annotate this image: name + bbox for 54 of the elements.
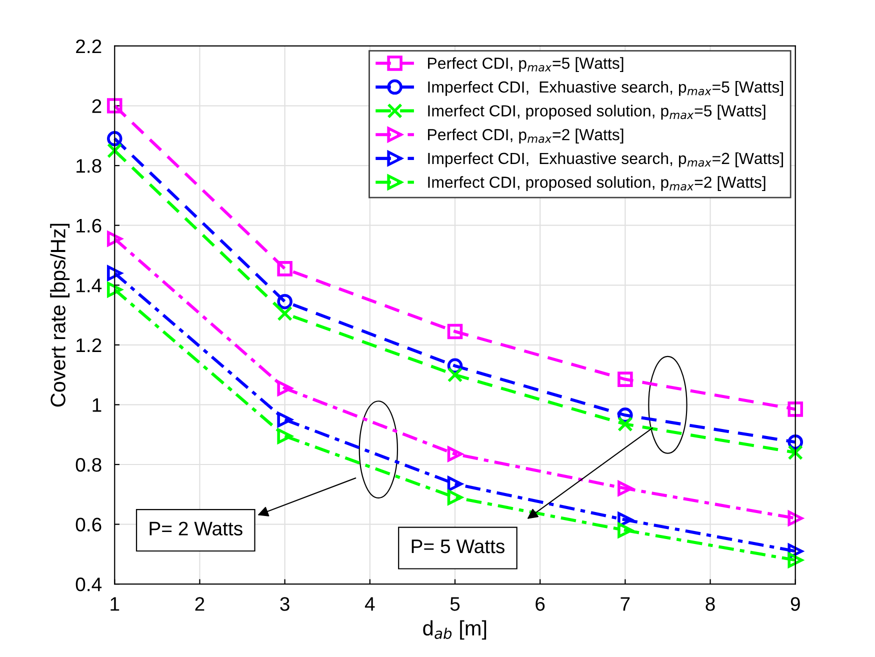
point <box>277 306 292 322</box>
point <box>618 372 633 387</box>
y-tick-label: 1.4 <box>76 278 102 292</box>
point <box>106 231 122 246</box>
point <box>277 380 292 396</box>
point <box>788 402 804 417</box>
point <box>447 324 463 340</box>
x-tick-label: 6 <box>536 597 545 611</box>
y-tick-label: 0.6 <box>76 518 102 532</box>
point <box>106 282 122 298</box>
point <box>106 98 122 114</box>
point <box>106 142 122 158</box>
y-tick-label: 1 <box>92 398 102 412</box>
legend-label: Imerfect CDI, proposed solution, p$_{max}$=5 [Watts] <box>428 104 766 120</box>
legend-label: Imerfect CDI, proposed solution, p$_{max}$=2 [Watts] <box>428 176 766 192</box>
legend-label: Imperfect CDI, Exhuastive search, p$_{max}$=5 [Watts] <box>428 80 783 96</box>
x-tick-label: 3 <box>280 597 290 611</box>
x-tick-label: 4 <box>364 597 375 611</box>
point <box>788 552 804 568</box>
y-tick-label: 0.4 <box>76 578 102 592</box>
y-axis-title: Covert rate [bps/Hz] <box>50 224 70 407</box>
point <box>447 476 463 492</box>
x-tick-label: 9 <box>790 597 800 611</box>
y-tick-label: 2 <box>92 99 102 113</box>
legend-label: Perfect CDI, p$_{max}$=2 [Watts] <box>428 128 624 144</box>
point <box>106 266 122 281</box>
point <box>447 367 463 382</box>
legend-label: Imperfect CDI, Exhuastive search, p$_{max}$=2 [Watts] <box>428 152 783 168</box>
point <box>788 444 804 460</box>
point <box>447 490 463 506</box>
x-tick-label: 5 <box>450 597 460 611</box>
point <box>618 522 633 538</box>
point <box>618 480 633 496</box>
x-tick-label: 2 <box>195 597 204 611</box>
point <box>277 294 292 310</box>
y-tick-label: 1.2 <box>76 338 102 352</box>
y-tick-label: 1.8 <box>76 159 102 173</box>
x-tick-label: 7 <box>620 597 630 611</box>
point <box>106 131 122 146</box>
point <box>618 416 633 432</box>
point <box>277 412 292 428</box>
point <box>277 261 292 276</box>
y-tick-label: 0.8 <box>76 458 102 472</box>
point <box>788 510 804 526</box>
point <box>277 428 292 444</box>
annotation: P= 2 Watts <box>150 522 242 536</box>
y-tick-label: 1.6 <box>76 218 102 233</box>
y-tick-label: 2.2 <box>76 39 102 54</box>
legend-label: Perfect CDI, p$_{max}$=5 [Watts] <box>428 57 624 72</box>
x-tick-label: 8 <box>706 597 715 611</box>
annotation: P= 5 Watts <box>412 540 504 554</box>
x-tick-label: 1 <box>110 597 120 611</box>
point <box>447 446 463 462</box>
x-axis-title: d$_{ab}$ [m] <box>423 620 486 640</box>
